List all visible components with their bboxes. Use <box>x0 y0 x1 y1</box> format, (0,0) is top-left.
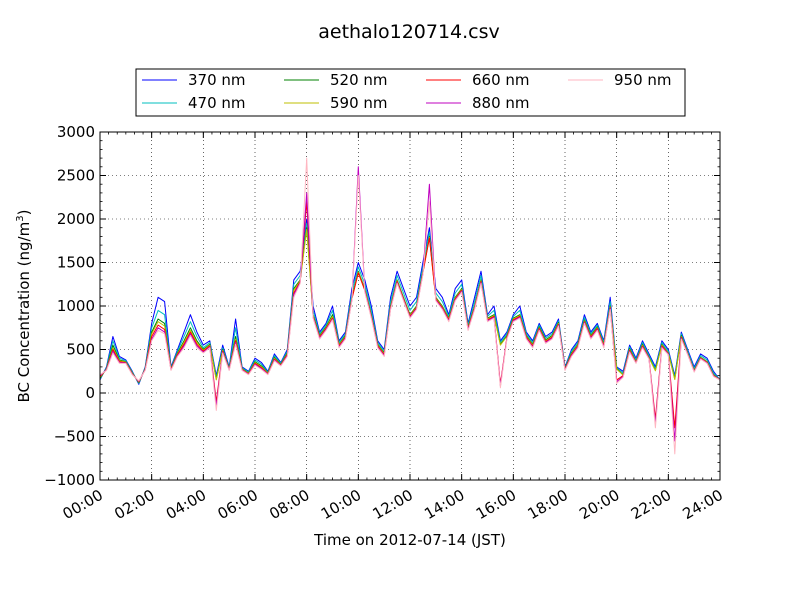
x-tick-label: 02:00 <box>111 486 157 523</box>
y-axis-label-main: BC Concentration (ng/m <box>15 222 33 403</box>
y-tick-label: 1500 <box>57 254 95 272</box>
y-axis-label-tail: ) <box>15 210 33 216</box>
x-tick-label: 20:00 <box>576 486 622 523</box>
x-tick-label: 00:00 <box>60 486 106 523</box>
x-tick-label: 14:00 <box>421 486 467 523</box>
x-tick-label: 24:00 <box>680 486 726 523</box>
x-tick-label: 12:00 <box>370 486 416 523</box>
x-tick-label: 10:00 <box>318 486 364 523</box>
y-axis-label-sup: 3 <box>15 215 26 221</box>
y-axis-label: BC Concentration (ng/m3) <box>15 210 33 403</box>
legend-label-4: 660 nm <box>472 71 530 89</box>
legend-label-3: 590 nm <box>330 94 388 112</box>
y-tick-label: 3000 <box>57 123 95 141</box>
x-tick-label: 06:00 <box>215 486 261 523</box>
y-tick-label: −500 <box>54 428 95 446</box>
y-tick-label: 2500 <box>57 167 95 185</box>
y-tick-label: 2000 <box>57 210 95 228</box>
legend-label-5: 880 nm <box>472 94 530 112</box>
plot-area: 00:00 02:00 04:00 06:00 08:00 10:00 12:00 14:00… <box>44 123 726 523</box>
chart-title: aethalo120714.csv <box>318 21 500 43</box>
x-axis-label: Time on 2012-07-14 (JST) <box>313 531 506 549</box>
x-tick-label: 08:00 <box>266 486 312 523</box>
x-tick-label: 22:00 <box>628 486 674 523</box>
x-tick-label: 18:00 <box>525 486 571 523</box>
series-line-5 <box>100 166 720 442</box>
series-line-6 <box>100 157 720 455</box>
y-tick-label: 0 <box>85 384 95 402</box>
legend-label-0: 370 nm <box>188 71 246 89</box>
x-tick-label: 04:00 <box>163 486 209 523</box>
legend-label-6: 950 nm <box>614 71 672 89</box>
legend-label-2: 520 nm <box>330 71 388 89</box>
plot-frame <box>99 131 721 481</box>
legend-box <box>135 68 686 117</box>
x-tick-label: 16:00 <box>473 486 519 523</box>
legend: 370 nm 470 nm 520 nm 590 nm 660 nm 880 nm 950 … <box>135 68 686 117</box>
y-tick-label: 1000 <box>57 297 95 315</box>
legend-label-1: 470 nm <box>188 94 246 112</box>
y-tick-label: −1000 <box>44 471 95 489</box>
y-tick-label: 500 <box>66 341 95 359</box>
